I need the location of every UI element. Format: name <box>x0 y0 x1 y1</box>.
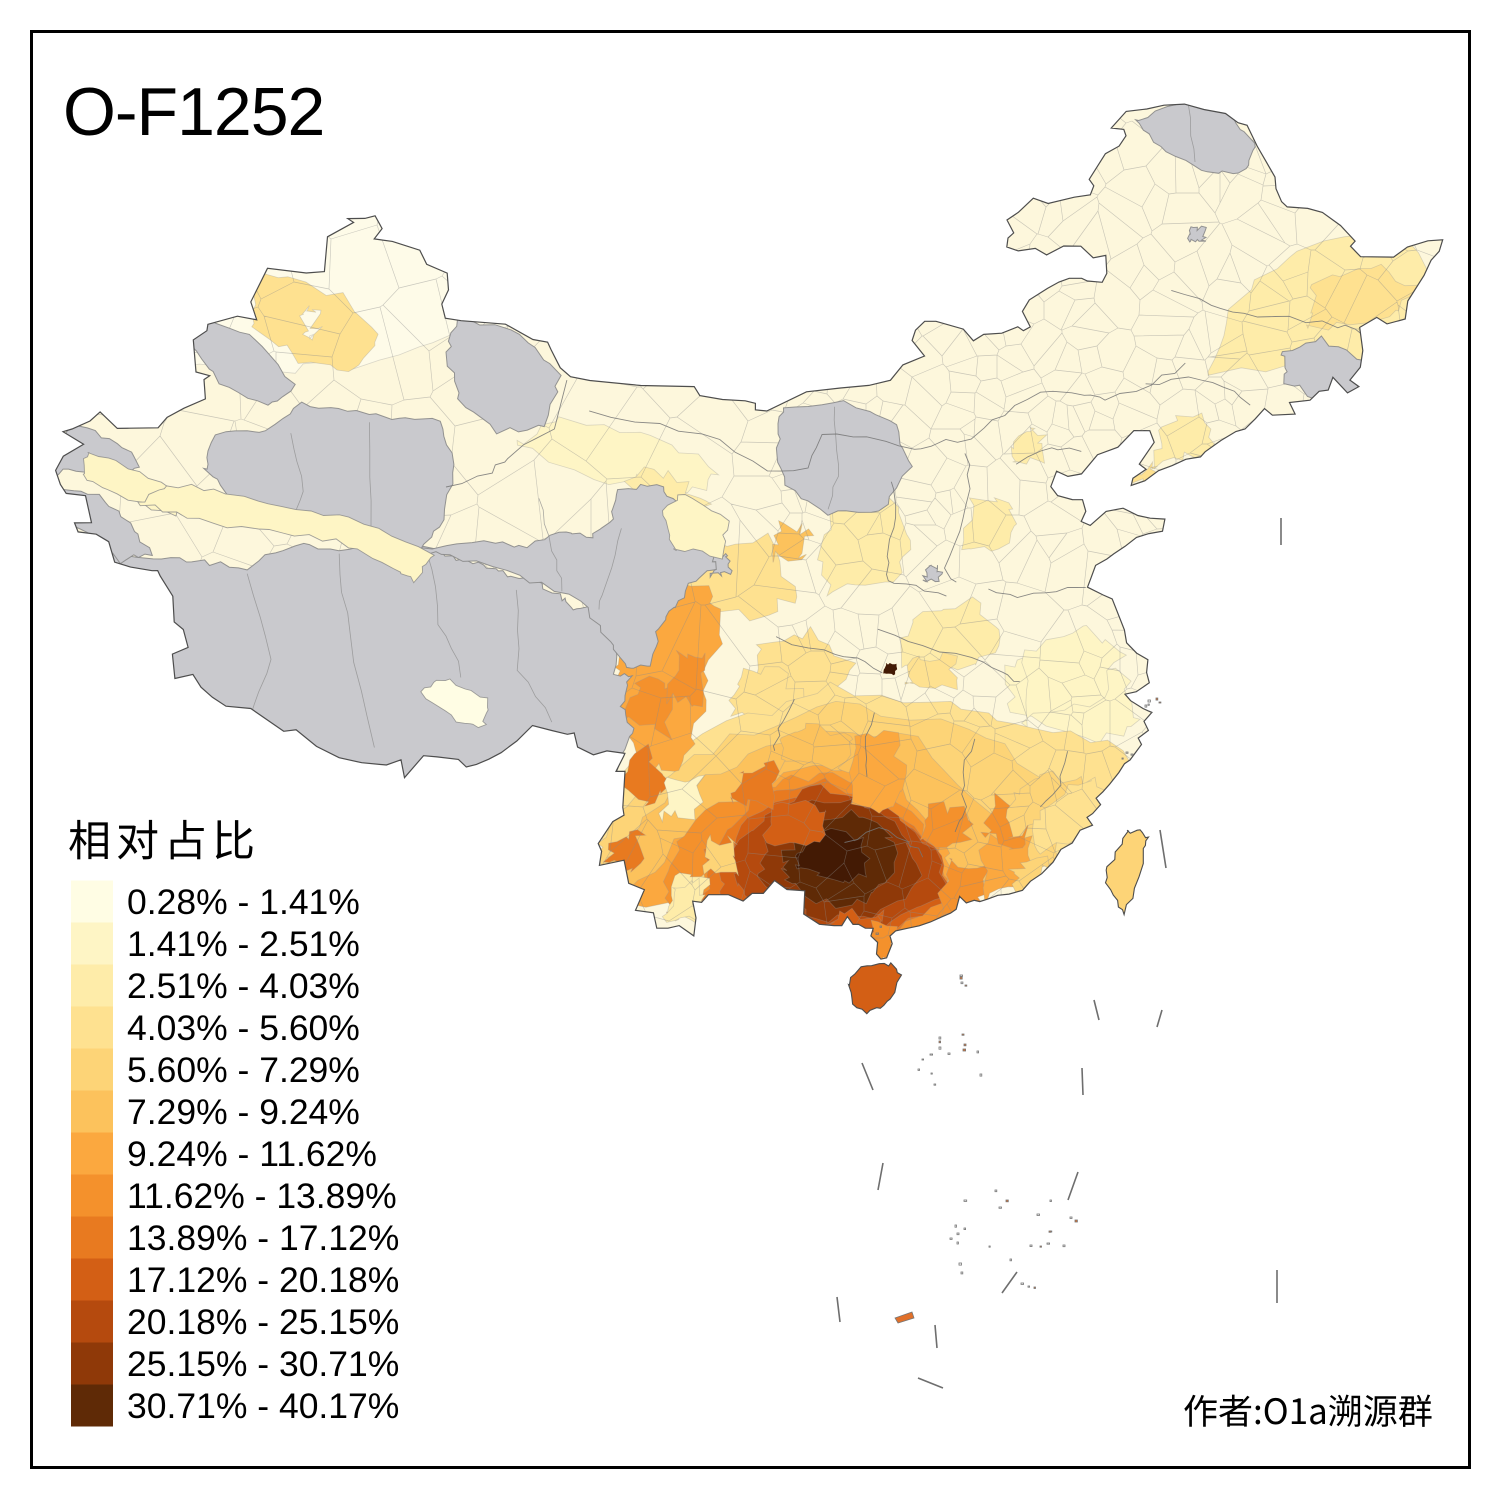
svg-text:2.51% - 4.03%: 2.51% - 4.03% <box>127 966 360 1006</box>
svg-text:4.03% - 5.60%: 4.03% - 5.60% <box>127 1008 360 1048</box>
svg-text:20.18% - 25.15%: 20.18% - 25.15% <box>127 1302 399 1342</box>
svg-text:1.41% - 2.51%: 1.41% - 2.51% <box>127 924 360 964</box>
svg-text:O-F1252: O-F1252 <box>63 74 324 150</box>
svg-text:13.89% - 17.12%: 13.89% - 17.12% <box>127 1218 399 1258</box>
svg-text:17.12% - 20.18%: 17.12% - 20.18% <box>127 1260 399 1300</box>
svg-text:5.60% - 7.29%: 5.60% - 7.29% <box>127 1050 360 1090</box>
svg-text:25.15% - 30.71%: 25.15% - 30.71% <box>127 1344 399 1384</box>
svg-text:30.71% - 40.17%: 30.71% - 40.17% <box>127 1386 399 1426</box>
svg-text:9.24% - 11.62%: 9.24% - 11.62% <box>127 1134 377 1174</box>
svg-text:7.29% - 9.24%: 7.29% - 9.24% <box>127 1092 360 1132</box>
svg-text:0.28% - 1.41%: 0.28% - 1.41% <box>127 882 360 922</box>
svg-text:11.62% - 13.89%: 11.62% - 13.89% <box>127 1176 397 1216</box>
